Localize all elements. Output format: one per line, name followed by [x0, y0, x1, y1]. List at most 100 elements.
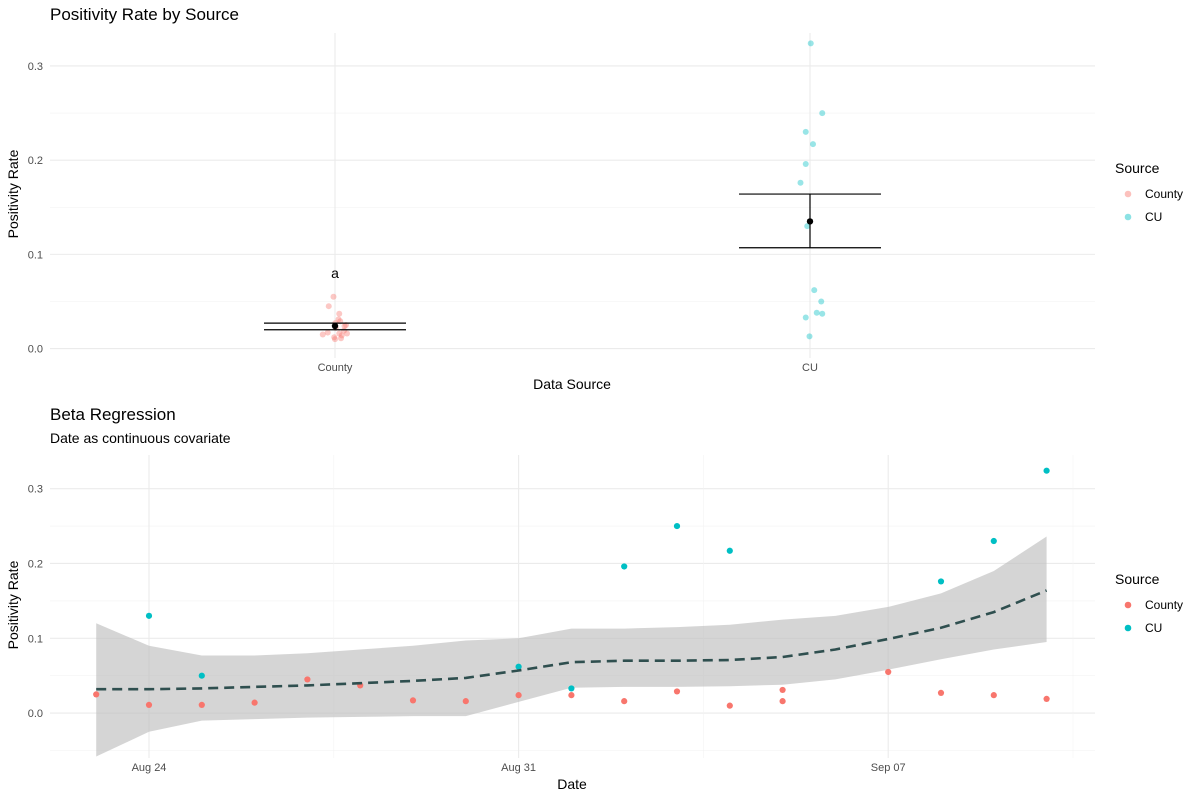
top-x-axis-title: Data Source — [533, 376, 611, 392]
top-point-cu — [811, 287, 818, 294]
top-x-axis-ticks: County CU — [318, 362, 818, 374]
bottom-point-cu — [621, 563, 628, 570]
top-legend-key-cu — [1124, 213, 1132, 221]
top-point-county — [319, 331, 326, 338]
top-point-county — [341, 322, 348, 329]
bottom-point-county — [779, 686, 786, 694]
bottom-y-tick-label: 0.0 — [28, 708, 43, 720]
panel-top: Positivity Rate by Source 0.0 0.1 0.2 0.3 C… — [5, 5, 1183, 392]
top-legend: Source County CU — [1115, 160, 1183, 224]
bottom-y-tick-label: 0.1 — [28, 633, 43, 645]
top-point-cu — [802, 314, 809, 321]
bottom-legend-label-cu: CU — [1145, 621, 1162, 635]
bottom-point-cu — [198, 672, 205, 679]
bottom-point-county — [409, 697, 417, 704]
top-y-tick-label: 0.3 — [28, 61, 43, 73]
top-point-county — [336, 330, 343, 337]
bottom-x-axis-ticks: Aug 24 Aug 31 Sep 07 — [132, 762, 906, 774]
mean-point — [331, 322, 339, 330]
bottom-point-cu — [726, 547, 733, 554]
top-point-cu — [810, 141, 816, 148]
bottom-point-cu — [515, 663, 522, 670]
bottom-x-tick-label: Sep 07 — [871, 762, 906, 774]
bottom-legend-title: Source — [1115, 571, 1160, 587]
bottom-point-cu — [1043, 467, 1050, 474]
bottom-point-county — [93, 691, 100, 698]
bottom-chart-subtitle: Date as continuous covariate — [50, 430, 231, 446]
bottom-point-county — [515, 692, 522, 699]
bottom-point-cu — [673, 522, 681, 530]
bottom-point-county — [990, 692, 997, 699]
top-summary-marks — [264, 193, 881, 331]
top-x-tick-label: CU — [802, 362, 818, 374]
top-data-points — [319, 40, 826, 343]
bottom-point-county — [885, 668, 892, 676]
bottom-y-axis-title: Positivity Rate — [5, 560, 21, 649]
top-point-county — [338, 335, 344, 342]
fit-confidence-ribbon — [96, 536, 1047, 757]
bottom-y-tick-label: 0.2 — [28, 558, 43, 570]
top-point-cu — [802, 128, 809, 135]
panel-bottom: Beta Regression Date as continuous covar… — [5, 405, 1183, 792]
top-point-cu — [806, 333, 813, 340]
bottom-y-axis-ticks: 0.0 0.1 0.2 0.3 — [28, 484, 43, 720]
bottom-point-county — [673, 688, 681, 695]
top-point-county — [338, 332, 345, 339]
top-point-cu — [807, 40, 814, 47]
top-y-axis-ticks: 0.0 0.1 0.2 0.3 — [28, 61, 43, 356]
top-point-cu — [813, 309, 820, 316]
bottom-point-county — [726, 702, 733, 709]
bottom-point-county — [937, 689, 945, 697]
bottom-point-cu — [990, 537, 997, 545]
top-point-cu — [819, 110, 826, 117]
bottom-y-tick-label: 0.3 — [28, 484, 43, 496]
top-point-cu — [797, 179, 804, 186]
top-point-county — [335, 316, 342, 323]
top-point-county — [344, 330, 350, 337]
top-chart-title: Positivity Rate by Source — [50, 5, 239, 24]
top-point-cu — [802, 160, 809, 167]
top-point-county — [332, 336, 338, 343]
top-legend-label-cu: CU — [1145, 210, 1162, 224]
bottom-point-cu — [568, 685, 575, 692]
top-y-axis-title: Positivity Rate — [5, 149, 21, 238]
top-point-county — [325, 303, 332, 310]
top-point-cu — [818, 298, 825, 305]
bottom-x-tick-label: Aug 31 — [501, 762, 536, 774]
bottom-point-county — [462, 698, 469, 705]
bottom-point-cu — [937, 578, 945, 585]
bottom-point-county — [145, 701, 153, 708]
mean-point — [806, 218, 814, 225]
bottom-chart-title: Beta Regression — [50, 405, 176, 424]
bottom-point-county — [568, 692, 575, 699]
bottom-legend-label-county: County — [1145, 598, 1183, 612]
bottom-x-axis-title: Date — [557, 776, 587, 792]
bottom-point-county — [304, 676, 311, 683]
bottom-point-cu — [145, 612, 153, 619]
bottom-point-county — [1043, 695, 1050, 702]
top-point-cu — [804, 223, 811, 230]
top-point-county — [324, 329, 331, 336]
top-y-tick-label: 0.1 — [28, 249, 43, 261]
top-legend-title: Source — [1115, 160, 1160, 176]
top-gridlines — [50, 33, 1095, 358]
bottom-point-county — [779, 698, 786, 705]
bottom-point-county — [621, 698, 628, 705]
bottom-x-tick-label: Aug 24 — [132, 762, 167, 774]
top-significance-label: a — [331, 265, 339, 281]
bottom-point-county — [251, 699, 258, 706]
top-y-tick-label: 0.0 — [28, 344, 43, 356]
top-legend-key-county — [1124, 190, 1132, 198]
top-point-cu — [819, 310, 826, 317]
bottom-legend-key-cu — [1124, 624, 1132, 632]
top-point-county — [331, 334, 338, 341]
top-point-county — [336, 310, 343, 317]
top-x-tick-label: County — [318, 362, 353, 374]
bottom-legend-key-county — [1124, 601, 1132, 609]
bottom-point-county — [198, 701, 205, 708]
top-legend-label-county: County — [1145, 187, 1183, 201]
bottom-legend: Source County CU — [1115, 571, 1183, 635]
top-point-county — [330, 293, 337, 300]
top-y-tick-label: 0.2 — [28, 155, 43, 167]
